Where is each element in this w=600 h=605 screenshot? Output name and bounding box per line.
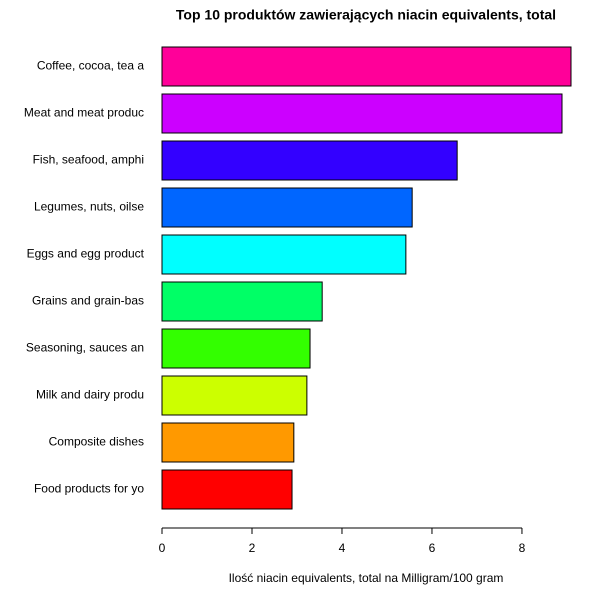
y-tick-label: Grains and grain-bas <box>32 294 144 308</box>
y-tick-label: Coffee, cocoa, tea a <box>37 59 145 73</box>
y-tick-label: Milk and dairy produ <box>36 388 144 402</box>
x-tick-label: 8 <box>519 541 526 555</box>
x-tick-label: 6 <box>429 541 436 555</box>
bar <box>161 422 295 463</box>
y-tick-label: Seasoning, sauces an <box>26 341 144 355</box>
bar <box>161 281 323 322</box>
y-tick-label: Meat and meat produc <box>24 106 144 120</box>
y-tick-label: Eggs and egg product <box>27 247 145 261</box>
bar <box>161 234 407 275</box>
bar <box>161 375 308 416</box>
y-tick-label: Food products for yo <box>34 482 144 496</box>
bar <box>161 93 563 134</box>
y-tick-label: Composite dishes <box>49 435 144 449</box>
x-tick-label: 0 <box>159 541 166 555</box>
bar <box>161 46 572 87</box>
bar <box>161 187 413 228</box>
bar <box>161 140 458 181</box>
y-tick-label: Legumes, nuts, oilse <box>34 200 144 214</box>
bar <box>161 469 293 510</box>
x-tick-label: 4 <box>339 541 346 555</box>
bar <box>161 328 311 369</box>
chart-title: Top 10 produktów zawierających niacin eq… <box>176 7 556 23</box>
x-axis-label: Ilość niacin equivalents, total na Milli… <box>229 571 504 585</box>
y-tick-label: Fish, seafood, amphi <box>33 153 144 167</box>
x-tick-label: 2 <box>249 541 256 555</box>
